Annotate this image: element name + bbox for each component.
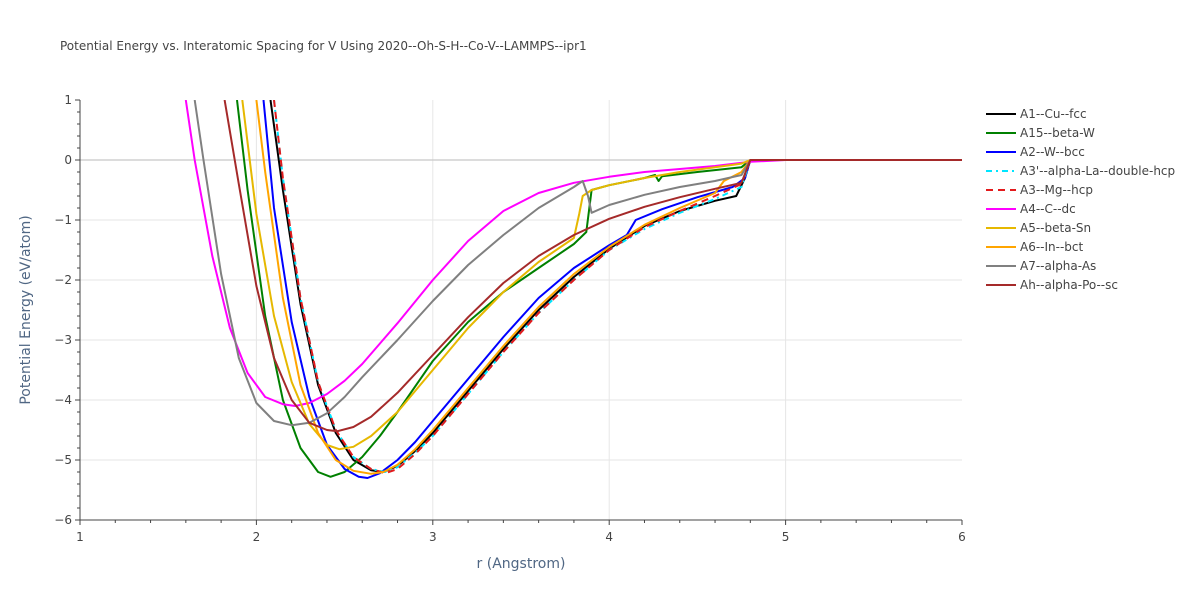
x-tick-label: 2 (253, 530, 261, 544)
series-line-9 (223, 100, 962, 433)
series-line-2 (262, 100, 962, 479)
x-axis-title: r (Angstrom) (477, 556, 566, 572)
plot-area (184, 100, 962, 479)
x-tick-label: 4 (605, 530, 613, 544)
axes: 1 2 3 4 5 6 1 0 −1 −2 −3 −4 −5 −6 (54, 93, 966, 544)
y-tick-label: −6 (54, 513, 72, 527)
y-axis-title: Potential Energy (eV/atom) (18, 215, 34, 404)
legend-label-6: A5--beta-Sn (1020, 221, 1091, 235)
x-tick-label: 1 (76, 530, 84, 544)
grid-layer (80, 100, 962, 520)
series-line-7 (255, 100, 962, 475)
legend-label-2: A2--W--bcc (1020, 145, 1085, 159)
series-line-4 (273, 100, 962, 475)
legend-label-4: A3--Mg--hcp (1020, 183, 1093, 197)
legend: A1--Cu--fcc A15--beta-W A2--W--bcc A3'--alp… (986, 107, 1175, 292)
legend-label-8: A7--alpha-As (1020, 259, 1096, 273)
series-line-6 (241, 100, 962, 451)
series-line-5 (184, 100, 962, 407)
y-tick-label: −2 (54, 273, 72, 287)
y-tick-label: −4 (54, 393, 72, 407)
legend-label-0: A1--Cu--fcc (1020, 107, 1087, 121)
y-tick-label: 0 (64, 153, 72, 167)
x-tick-label: 3 (429, 530, 437, 544)
series-line-3 (273, 100, 962, 473)
series-line-0 (269, 100, 962, 473)
legend-label-1: A15--beta-W (1020, 126, 1095, 140)
y-tick-label: −1 (54, 213, 72, 227)
chart-title: Potential Energy vs. Interatomic Spacing… (60, 39, 587, 53)
legend-label-3: A3'--alpha-La--double-hcp (1020, 164, 1175, 178)
y-tick-label: −3 (54, 333, 72, 347)
legend-label-5: A4--C--dc (1020, 202, 1076, 216)
legend-label-7: A6--In--bct (1020, 240, 1084, 254)
y-tick-label: −5 (54, 453, 72, 467)
series-line-1 (236, 100, 962, 478)
legend-label-9: Ah--alpha-Po--sc (1020, 278, 1118, 292)
x-tick-label: 6 (958, 530, 966, 544)
x-tick-label: 5 (782, 530, 790, 544)
y-tick-label: 1 (64, 93, 72, 107)
series-line-8 (193, 100, 962, 427)
